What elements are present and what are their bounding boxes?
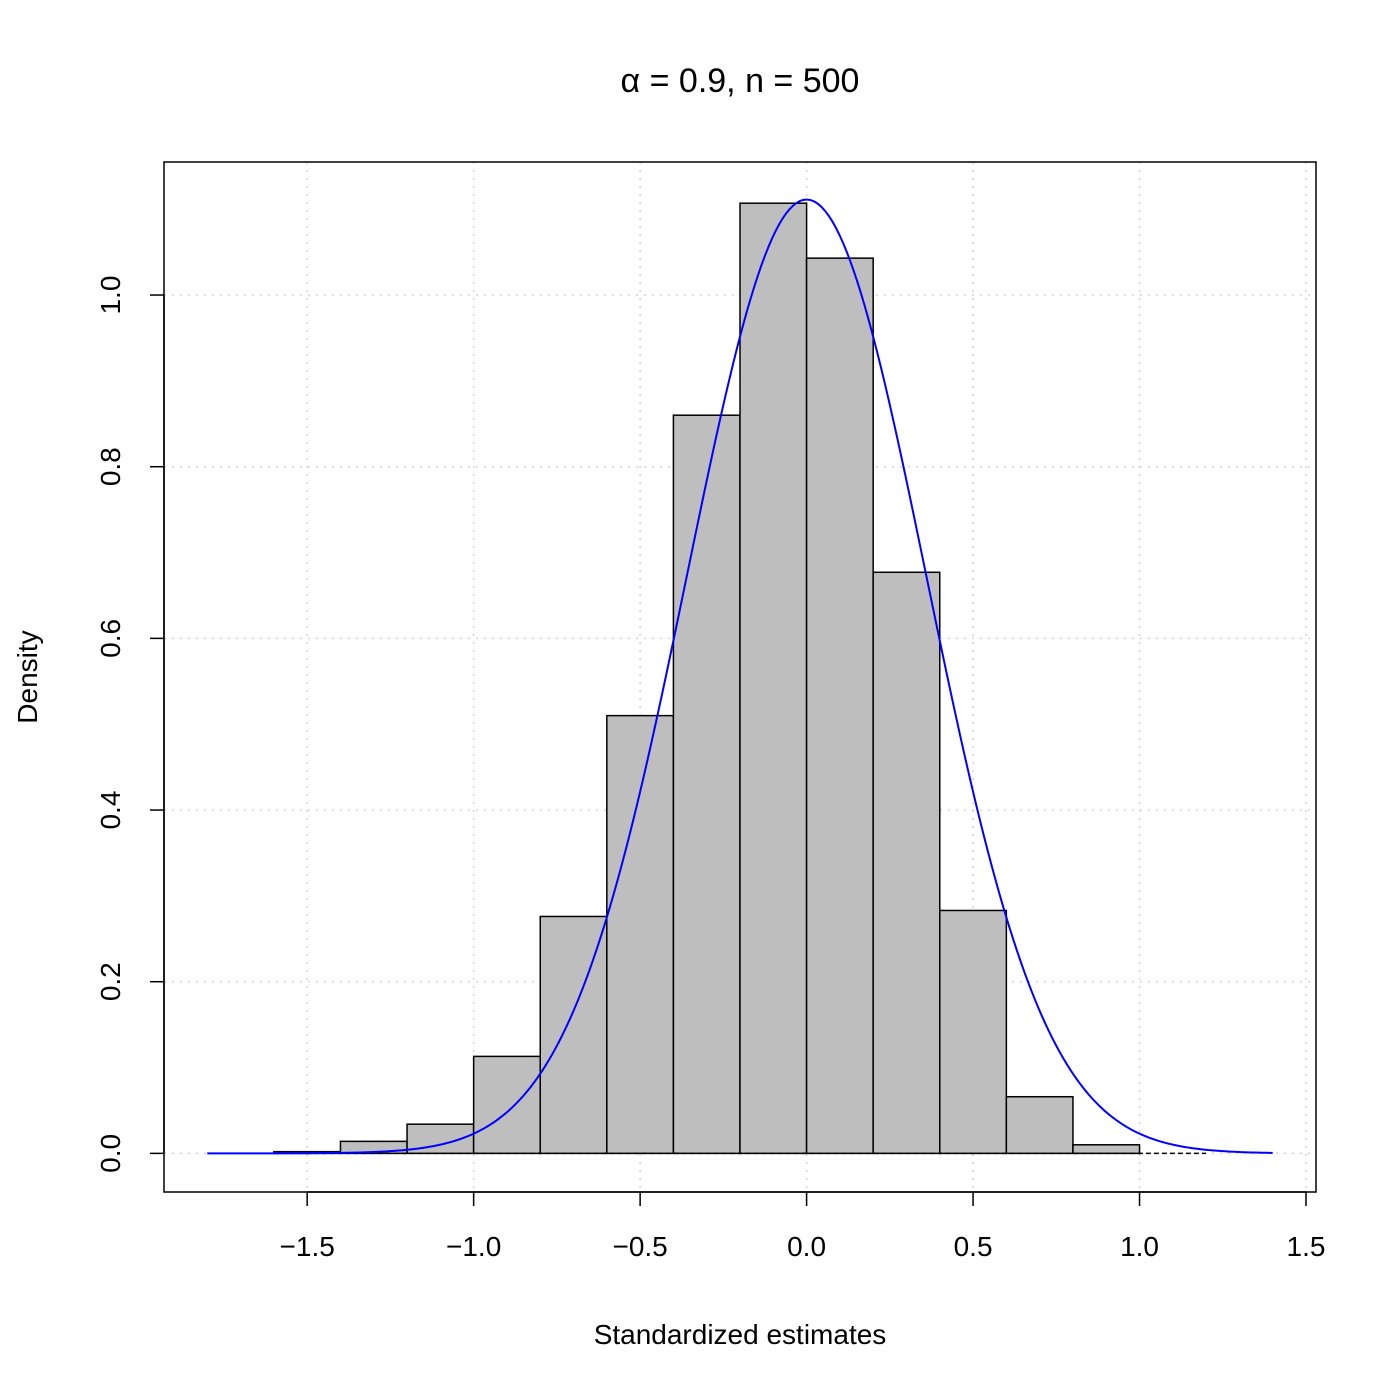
histogram-bar-6: [672, 414, 741, 1155]
y-axis-label: Density: [12, 630, 43, 723]
histogram-bars: [273, 202, 1141, 1155]
y-tick-label-4: 0.8: [95, 447, 126, 486]
x-tick-label-1: −1.0: [446, 1231, 501, 1262]
x-axis: −1.5 −1.0 −0.5 0.0 0.5 1.0 1.5: [280, 1191, 1326, 1262]
histogram-bar-11: [1005, 1095, 1074, 1155]
histogram-bar-7: [739, 202, 808, 1155]
histogram-bar-12: [1072, 1144, 1141, 1155]
histogram-bar-5: [606, 714, 675, 1155]
y-tick-label-5: 1.0: [95, 276, 126, 315]
y-tick-label-3: 0.6: [95, 619, 126, 658]
histogram-bar-9: [872, 571, 941, 1155]
x-tick-label-4: 0.5: [954, 1231, 993, 1262]
density-curve: [207, 198, 1273, 1155]
y-axis: 0.0 0.2 0.4 0.6 0.8 1.0: [95, 276, 165, 1173]
histogram-bar-4: [539, 915, 608, 1155]
normal-density-line: [207, 198, 1273, 1155]
y-tick-label-0: 0.0: [95, 1134, 126, 1173]
histogram-bar-8: [805, 257, 874, 1155]
histogram-bar-3: [472, 1055, 541, 1155]
histogram-bar-10: [939, 909, 1008, 1155]
x-tick-label-2: −0.5: [612, 1231, 667, 1262]
x-tick-label-6: 1.5: [1287, 1231, 1326, 1262]
y-tick-label-2: 0.4: [95, 791, 126, 830]
y-tick-label-1: 0.2: [95, 962, 126, 1001]
chart-title: α = 0.9, n = 500: [621, 62, 860, 100]
x-tick-label-3: 0.0: [787, 1231, 826, 1262]
x-tick-label-5: 1.0: [1120, 1231, 1159, 1262]
x-axis-label: Standardized estimates: [594, 1319, 887, 1350]
x-tick-label-0: −1.5: [280, 1231, 335, 1262]
